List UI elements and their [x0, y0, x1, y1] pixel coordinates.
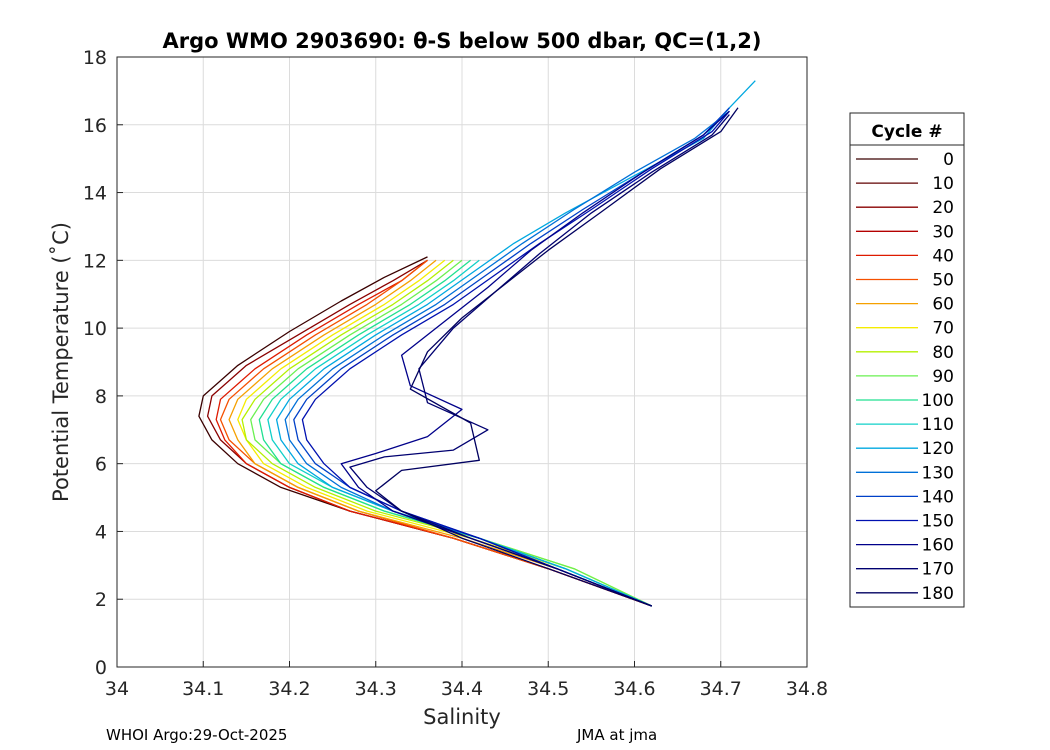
y-tick-label: 18: [83, 47, 107, 69]
x-tick-label: 34.1: [182, 678, 224, 700]
legend-label: 80: [932, 343, 954, 363]
y-tick-label: 8: [95, 386, 107, 408]
series-line-cycle-60: [228, 259, 652, 607]
legend-label: 120: [922, 439, 954, 459]
legend-entries: 0 10 20 30 40 50 60 70 80 90 100 110 120 130 140 150 160…: [856, 150, 954, 604]
x-tick-label: 34.3: [355, 678, 397, 700]
legend-label: 90: [932, 367, 954, 387]
y-axis-ticks: 0 2 4 6 8 10 12 14 16 18: [83, 47, 123, 679]
x-axis-ticks: 34 34.1 34.2 34.3 34.4 34.5 34.6 34.7 34.8: [105, 661, 828, 700]
legend-label: 160: [922, 536, 954, 556]
chart-title: Argo WMO 2903690: θ-S below 500 dbar, QC…: [163, 29, 762, 53]
y-tick-label: 0: [95, 657, 107, 679]
x-axis-label: Salinity: [423, 705, 501, 729]
x-tick-label: 34.4: [441, 678, 483, 700]
legend-label: 0: [943, 150, 954, 170]
y-tick-label: 16: [83, 115, 107, 137]
legend-label: 50: [932, 271, 954, 291]
y-tick-label: 2: [95, 589, 107, 611]
x-tick-label: 34.7: [700, 678, 742, 700]
legend-box: [849, 112, 965, 608]
legend: Cycle # 0 10 20 30 40 50 60 70 80 90 100 110 120 130 1…: [849, 112, 965, 608]
legend-label: 150: [922, 512, 954, 532]
y-tick-label: 10: [83, 318, 107, 340]
legend-label: 170: [922, 560, 954, 580]
legend-label: 100: [922, 391, 954, 411]
legend-label: 20: [932, 198, 954, 218]
series-line-cycle-180: [375, 107, 739, 607]
legend-label: 140: [922, 487, 954, 507]
legend-label: 60: [932, 295, 954, 315]
legend-label: 30: [932, 222, 954, 242]
y-tick-label: 14: [83, 183, 107, 205]
y-tick-label: 4: [95, 521, 107, 543]
y-axis-label: Potential Temperature (˚C): [49, 222, 73, 502]
legend-label: 10: [932, 174, 954, 194]
legend-label: 130: [922, 463, 954, 483]
x-tick-label: 34.6: [613, 678, 655, 700]
legend-label: 40: [932, 246, 954, 266]
footer-right: JMA at jma: [576, 726, 657, 744]
series-lines: [198, 80, 756, 607]
legend-title: Cycle #: [871, 122, 942, 142]
footer-left: WHOI Argo:29-Oct-2025: [106, 726, 287, 744]
x-tick-label: 34.2: [268, 678, 310, 700]
legend-label: 180: [922, 584, 954, 604]
y-tick-label: 12: [83, 250, 107, 272]
legend-label: 70: [932, 319, 954, 339]
x-tick-label: 34.8: [786, 678, 828, 700]
series-line-cycle-50: [219, 259, 652, 607]
legend-label: 110: [922, 415, 954, 435]
x-tick-label: 34.5: [527, 678, 569, 700]
x-tick-label: 34: [105, 678, 129, 700]
series-line-cycle-160: [340, 110, 730, 607]
y-tick-label: 6: [95, 454, 107, 476]
